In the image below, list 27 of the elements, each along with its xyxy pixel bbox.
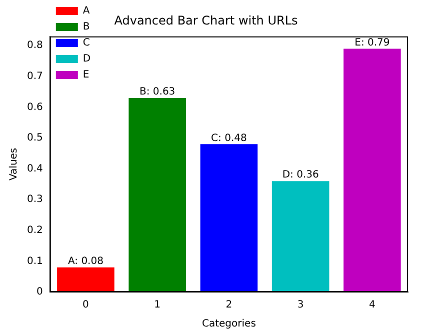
legend-label: C <box>82 38 90 49</box>
legend-label: A <box>82 6 90 17</box>
x-tick-label: 4 <box>369 300 376 311</box>
y-tick-label: 0.8 <box>26 40 43 52</box>
x-tick-label: 0 <box>82 300 89 311</box>
legend-label: B <box>82 22 90 33</box>
x-tick-label: 2 <box>226 300 232 311</box>
chart-title: Advanced Bar Chart with URLs <box>114 13 298 28</box>
x-tick-label: 3 <box>297 300 304 311</box>
y-tick-label: 0.1 <box>26 256 43 267</box>
y-tick-label: 0 <box>36 286 43 298</box>
data-label: E: 0.79 <box>354 37 390 48</box>
data-label: D: 0.36 <box>282 170 319 181</box>
y-tick-label: 0.7 <box>26 71 43 82</box>
legend-label: D <box>82 54 91 65</box>
y-tick-label: 0.5 <box>26 132 43 144</box>
y-tick-label: 0.2 <box>26 225 43 236</box>
y-tick-label: 0.4 <box>26 163 43 174</box>
x-tick-label: 1 <box>154 300 161 311</box>
y-tick-label: 0.6 <box>26 102 43 113</box>
data-label: C: 0.48 <box>211 132 247 144</box>
data-label: B: 0.63 <box>139 86 176 98</box>
data-label: A: 0.08 <box>68 256 104 267</box>
x-axis-title: Categories <box>202 318 256 330</box>
legend-label: E <box>82 70 90 81</box>
y-axis-title: Values <box>8 148 20 181</box>
y-tick-label: 0.3 <box>26 194 43 206</box>
